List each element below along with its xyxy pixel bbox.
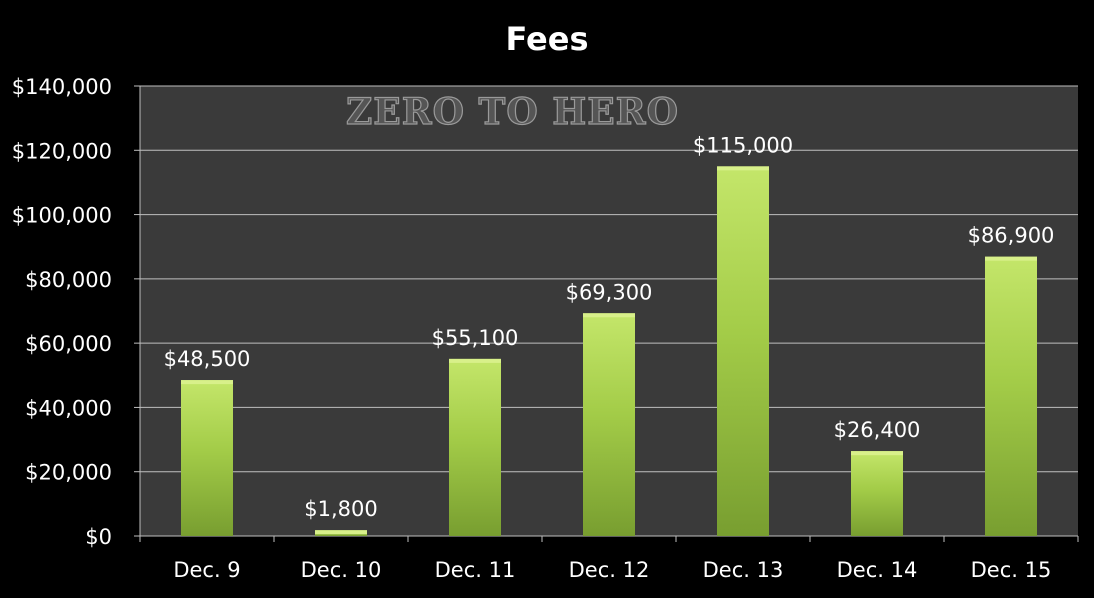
x-tick-label: Dec. 15 (971, 558, 1052, 582)
bar-highlight (315, 530, 367, 535)
x-tick-label: Dec. 12 (569, 558, 650, 582)
data-label: $1,800 (304, 497, 377, 521)
bar-highlight (583, 313, 635, 318)
y-tick-label: $120,000 (12, 139, 112, 163)
watermark-text: ZERO TO HERO (346, 91, 679, 133)
bar-highlight (181, 380, 233, 385)
labels: $0 $20,000 $40,000 $60,000 $80,000 $100,000 $1… (12, 75, 1055, 582)
y-tick-label: $60,000 (25, 332, 112, 356)
y-tick-label: $100,000 (12, 204, 112, 228)
bar-highlight (851, 451, 903, 456)
data-label: $69,300 (566, 280, 653, 304)
bar-dec-14 (851, 451, 903, 536)
x-tick-label: Dec. 9 (173, 558, 240, 582)
y-tick-label: $0 (85, 525, 112, 549)
bar-highlight (449, 358, 501, 363)
bar-dec-11 (449, 358, 501, 536)
bar-dec-12 (583, 313, 635, 536)
x-tick-label: Dec. 14 (837, 558, 918, 582)
data-label: $86,900 (968, 224, 1055, 248)
chart-title: Fees (505, 20, 588, 58)
bar-dec-13 (717, 166, 769, 536)
bar-dec-9 (181, 380, 233, 536)
x-tick-label: Dec. 10 (301, 558, 382, 582)
y-tick-label: $80,000 (25, 268, 112, 292)
x-tick-label: Dec. 13 (703, 558, 784, 582)
y-tick-label: $40,000 (25, 396, 112, 420)
bar-highlight (717, 166, 769, 171)
y-tick-label: $20,000 (25, 461, 112, 485)
bars (181, 166, 1037, 536)
bar-dec-15 (985, 256, 1037, 536)
bar-highlight (985, 256, 1037, 261)
data-label: $55,100 (432, 326, 519, 350)
data-label: $48,500 (164, 347, 251, 371)
x-tick-label: Dec. 11 (435, 558, 516, 582)
data-label: $115,000 (693, 133, 793, 157)
data-label: $26,400 (834, 418, 921, 442)
y-tick-label: $140,000 (12, 75, 112, 99)
